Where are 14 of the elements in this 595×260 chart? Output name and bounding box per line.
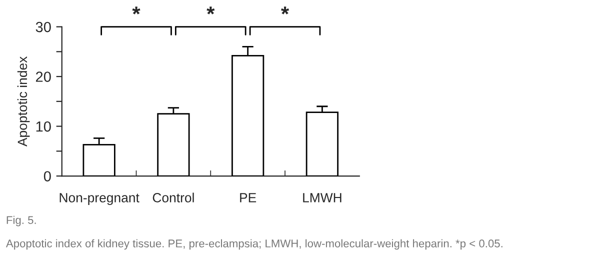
text: * [206, 6, 215, 14]
caption: Fig. 5. [6, 216, 36, 226]
y-axis-title: Apoptotic index [17, 56, 30, 146]
x-tick-label: Non-pregnant [60, 193, 140, 205]
text: Apoptotic index of kidney tissue. PE, pre-eclampsia; LMWH, low-molecular-weight heparin. *p < 0.05. [6, 239, 502, 250]
x-tick-label: Control [152, 192, 194, 202]
text: * [281, 6, 290, 14]
y-tick-label: 30 [36, 22, 51, 32]
x-tick-label: LMWH [303, 193, 342, 202]
text: * [132, 6, 140, 14]
y-tick-label: 0 [44, 171, 51, 182]
x-tick-label: PE [240, 193, 256, 202]
y-tick-label: 10 [36, 121, 51, 132]
y-tick-label: 20 [36, 72, 51, 82]
